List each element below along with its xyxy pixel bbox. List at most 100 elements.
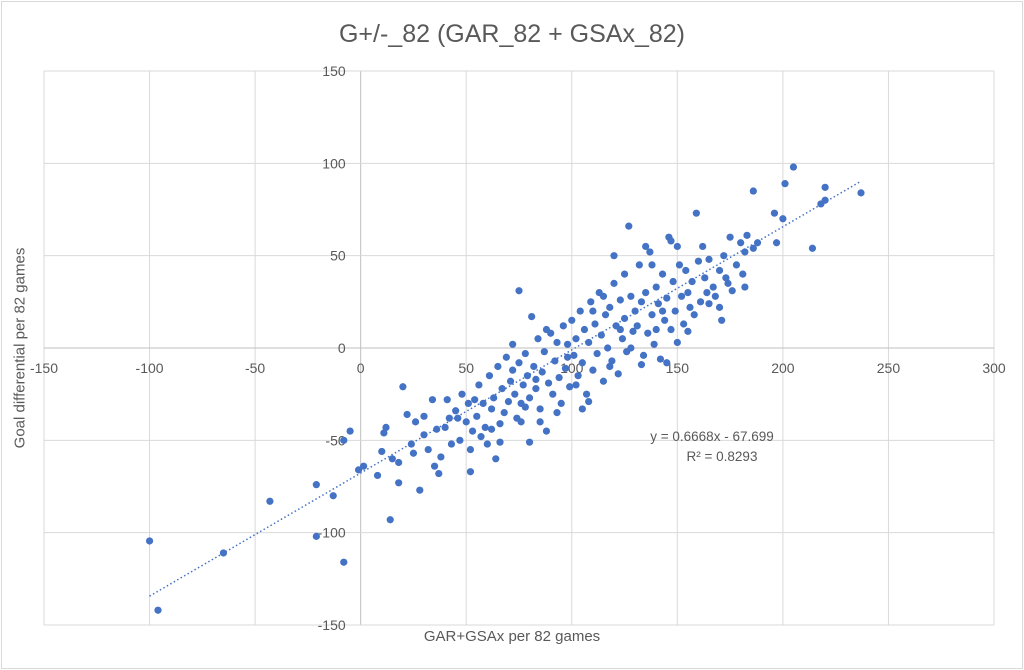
data-point [576,307,584,315]
data-point [680,320,688,328]
data-point [593,349,601,358]
x-tick-label: -50 [245,360,265,376]
data-point [770,209,779,217]
data-point [701,274,709,282]
data-point [606,303,614,311]
data-point [781,180,789,188]
data-point [487,425,496,433]
data-point [627,344,635,352]
data-point [692,209,700,217]
data-point [658,307,667,315]
data-point [354,466,363,474]
data-point [625,222,633,230]
data-point [642,289,650,297]
data-point [555,373,563,382]
data-point [430,462,439,470]
data-point [715,266,724,275]
data-point [663,294,671,302]
data-point [671,307,679,315]
data-point [644,329,652,337]
data-point [633,322,641,330]
data-point [686,303,694,311]
data-point [658,270,667,278]
data-point [525,438,534,446]
data-point [789,163,798,171]
data-point [589,366,597,374]
data-point [445,414,453,422]
data-point [652,325,660,334]
y-tick-label: -50 [325,432,345,448]
data-point [492,455,500,463]
data-point [821,183,829,191]
data-point [536,418,544,426]
data-point [521,349,529,358]
data-point [382,423,390,432]
data-point [616,325,624,334]
data-point [525,394,534,402]
data-point [435,469,443,478]
x-tick-label: -150 [30,360,58,376]
data-point [409,449,418,457]
y-tick-label: -100 [318,525,346,541]
data-point [515,287,523,295]
data-point [618,335,627,343]
data-point [452,407,460,415]
data-point [578,359,586,367]
data-point [673,338,681,347]
data-point [568,316,576,324]
data-point [732,261,741,269]
data-point [441,423,449,432]
data-point [473,412,481,420]
data-point [606,362,614,371]
data-point [631,307,639,315]
data-point [591,320,599,328]
data-point [635,261,643,269]
data-point [378,447,386,456]
data-point [395,479,403,487]
data-point [521,403,529,411]
data-point [639,351,648,359]
data-point [705,255,713,263]
data-point [722,274,730,282]
data-point [601,311,610,319]
data-point [428,396,437,404]
data-point [566,383,574,391]
x-tick-label: 250 [877,360,901,376]
data-point [528,313,536,321]
data-point [483,440,491,448]
x-tick-label: 200 [771,360,795,376]
data-point [699,242,707,251]
data-point [561,364,570,372]
data-point [667,237,675,245]
data-point [741,283,749,291]
data-point [145,537,154,545]
data-point [563,353,572,361]
data-point [570,351,578,359]
data-point [519,381,527,389]
data-point [610,252,618,260]
data-point [407,440,415,448]
data-point [509,340,517,348]
data-point [485,372,494,380]
data-point [587,298,595,306]
data-point [346,427,354,435]
x-tick-label: 100 [560,360,584,376]
data-point [540,348,548,356]
data-point [690,311,698,319]
data-point [549,390,557,398]
data-point [340,558,348,566]
data-point [599,292,608,300]
data-point [443,396,451,404]
data-point [380,429,388,437]
data-point [403,410,411,419]
data-point [534,335,542,343]
data-point [490,394,498,402]
data-point [360,462,368,470]
data-point [329,492,337,500]
data-point [542,325,551,334]
data-point [481,423,489,432]
data-point [464,399,472,407]
data-point [741,248,749,256]
